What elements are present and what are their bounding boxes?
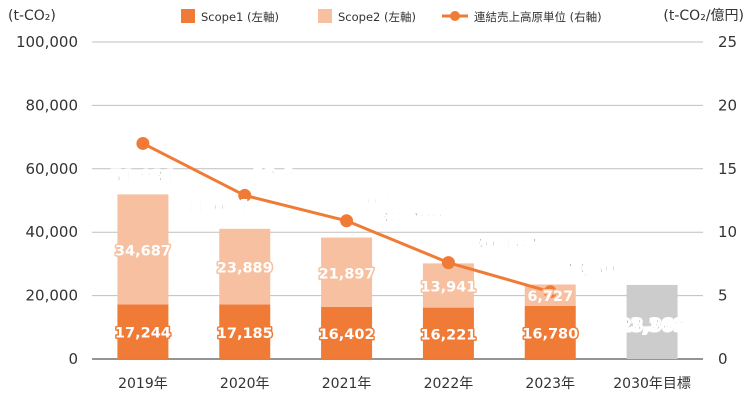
bar-target-2030	[626, 284, 678, 359]
bar-scope2	[321, 237, 373, 308]
left-tick-label: 60,000	[26, 160, 79, 178]
data-label-intensity: 10.9	[355, 192, 397, 212]
bar-scope1	[117, 304, 169, 359]
bar-scope2	[219, 228, 271, 305]
data-label-scope1: 16,780	[522, 326, 578, 342]
data-labels: 17,244 34,687 17,185 23,889 16,402 21,897 16,2…	[109, 113, 687, 345]
right-axis-unit: (t-CO₂/億円)	[663, 8, 744, 24]
data-label-scope2: 21,897	[319, 266, 375, 282]
data-label-intensity: 5.3	[558, 263, 588, 283]
intensity-point	[136, 136, 150, 150]
legend: Scope1 (左軸) Scope2 (左軸) 連結売上高原単位 (右軸)	[181, 9, 602, 24]
data-label-total: 51,931	[110, 167, 176, 187]
data-label-total: 30,162	[472, 234, 538, 254]
data-label-scope2: 34,687	[115, 243, 171, 259]
right-tick-label: 25	[718, 33, 737, 51]
category-label: 2022年	[424, 376, 474, 392]
legend-label-intensity: 連結売上高原単位 (右軸)	[474, 10, 602, 24]
bar-scope1	[219, 304, 271, 359]
category-label: 2020年	[220, 376, 270, 392]
intensity-point	[543, 285, 557, 299]
left-axis-unit: (t-CO₂)	[8, 8, 56, 24]
left-tick-label: 0	[68, 350, 78, 368]
right-tick-label: 0	[718, 350, 728, 368]
right-tick-label: 20	[718, 96, 737, 114]
legend-swatch-intensity-marker	[450, 11, 460, 21]
bar-scope2	[117, 194, 169, 305]
bar-scope1	[422, 307, 474, 359]
right-tick-label: 10	[718, 223, 737, 241]
right-tick-label: 5	[718, 287, 728, 305]
bar-scope1	[321, 307, 373, 359]
data-label-total: 23,507	[562, 259, 628, 279]
legend-swatch-scope2	[318, 9, 332, 23]
legend-label-scope1: Scope1 (左軸)	[201, 10, 279, 24]
data-label-intensity: 12.9	[253, 166, 295, 186]
left-tick-label: 100,000	[16, 33, 78, 51]
category-label: 2019年	[118, 376, 168, 392]
category-label: 2030年目標	[613, 376, 691, 392]
category-label: 2023年	[525, 376, 575, 392]
data-label-scope2: 23,889	[217, 261, 273, 277]
data-label-scope1: 16,402	[319, 327, 375, 343]
data-label-scope2: 6,727	[527, 289, 573, 305]
left-tick-label: 80,000	[26, 96, 79, 114]
data-label-scope1: 17,244	[115, 326, 171, 342]
data-label-total: 41,074	[183, 198, 249, 218]
data-label-scope1: 16,221	[420, 327, 476, 343]
data-label-scope2: 13,941	[420, 279, 476, 295]
right-tick-label: 15	[718, 160, 737, 178]
data-label-intensity: 17	[151, 114, 175, 134]
intensity-line	[136, 136, 557, 299]
bar-scope1	[524, 305, 576, 359]
left-tick-label: 20,000	[26, 287, 79, 305]
data-label-total: 23,369	[619, 316, 685, 336]
bar-scope2	[422, 263, 474, 308]
legend-swatch-scope1	[181, 9, 195, 23]
category-label: 2021年	[322, 376, 372, 392]
legend-label-scope2: Scope2 (左軸)	[338, 10, 416, 24]
intensity-point	[238, 188, 252, 202]
intensity-point	[441, 256, 455, 270]
intensity-point	[340, 214, 354, 228]
data-label-total: 38,299	[378, 209, 444, 229]
bars	[117, 194, 678, 359]
data-label-intensity: 7.6	[456, 234, 486, 254]
data-label-scope1: 17,185	[217, 326, 273, 342]
axes: 0 20,000 40,000 60,000 80,000 100,000 0 5 10 15 20…	[16, 33, 737, 392]
left-tick-label: 40,000	[26, 223, 79, 241]
